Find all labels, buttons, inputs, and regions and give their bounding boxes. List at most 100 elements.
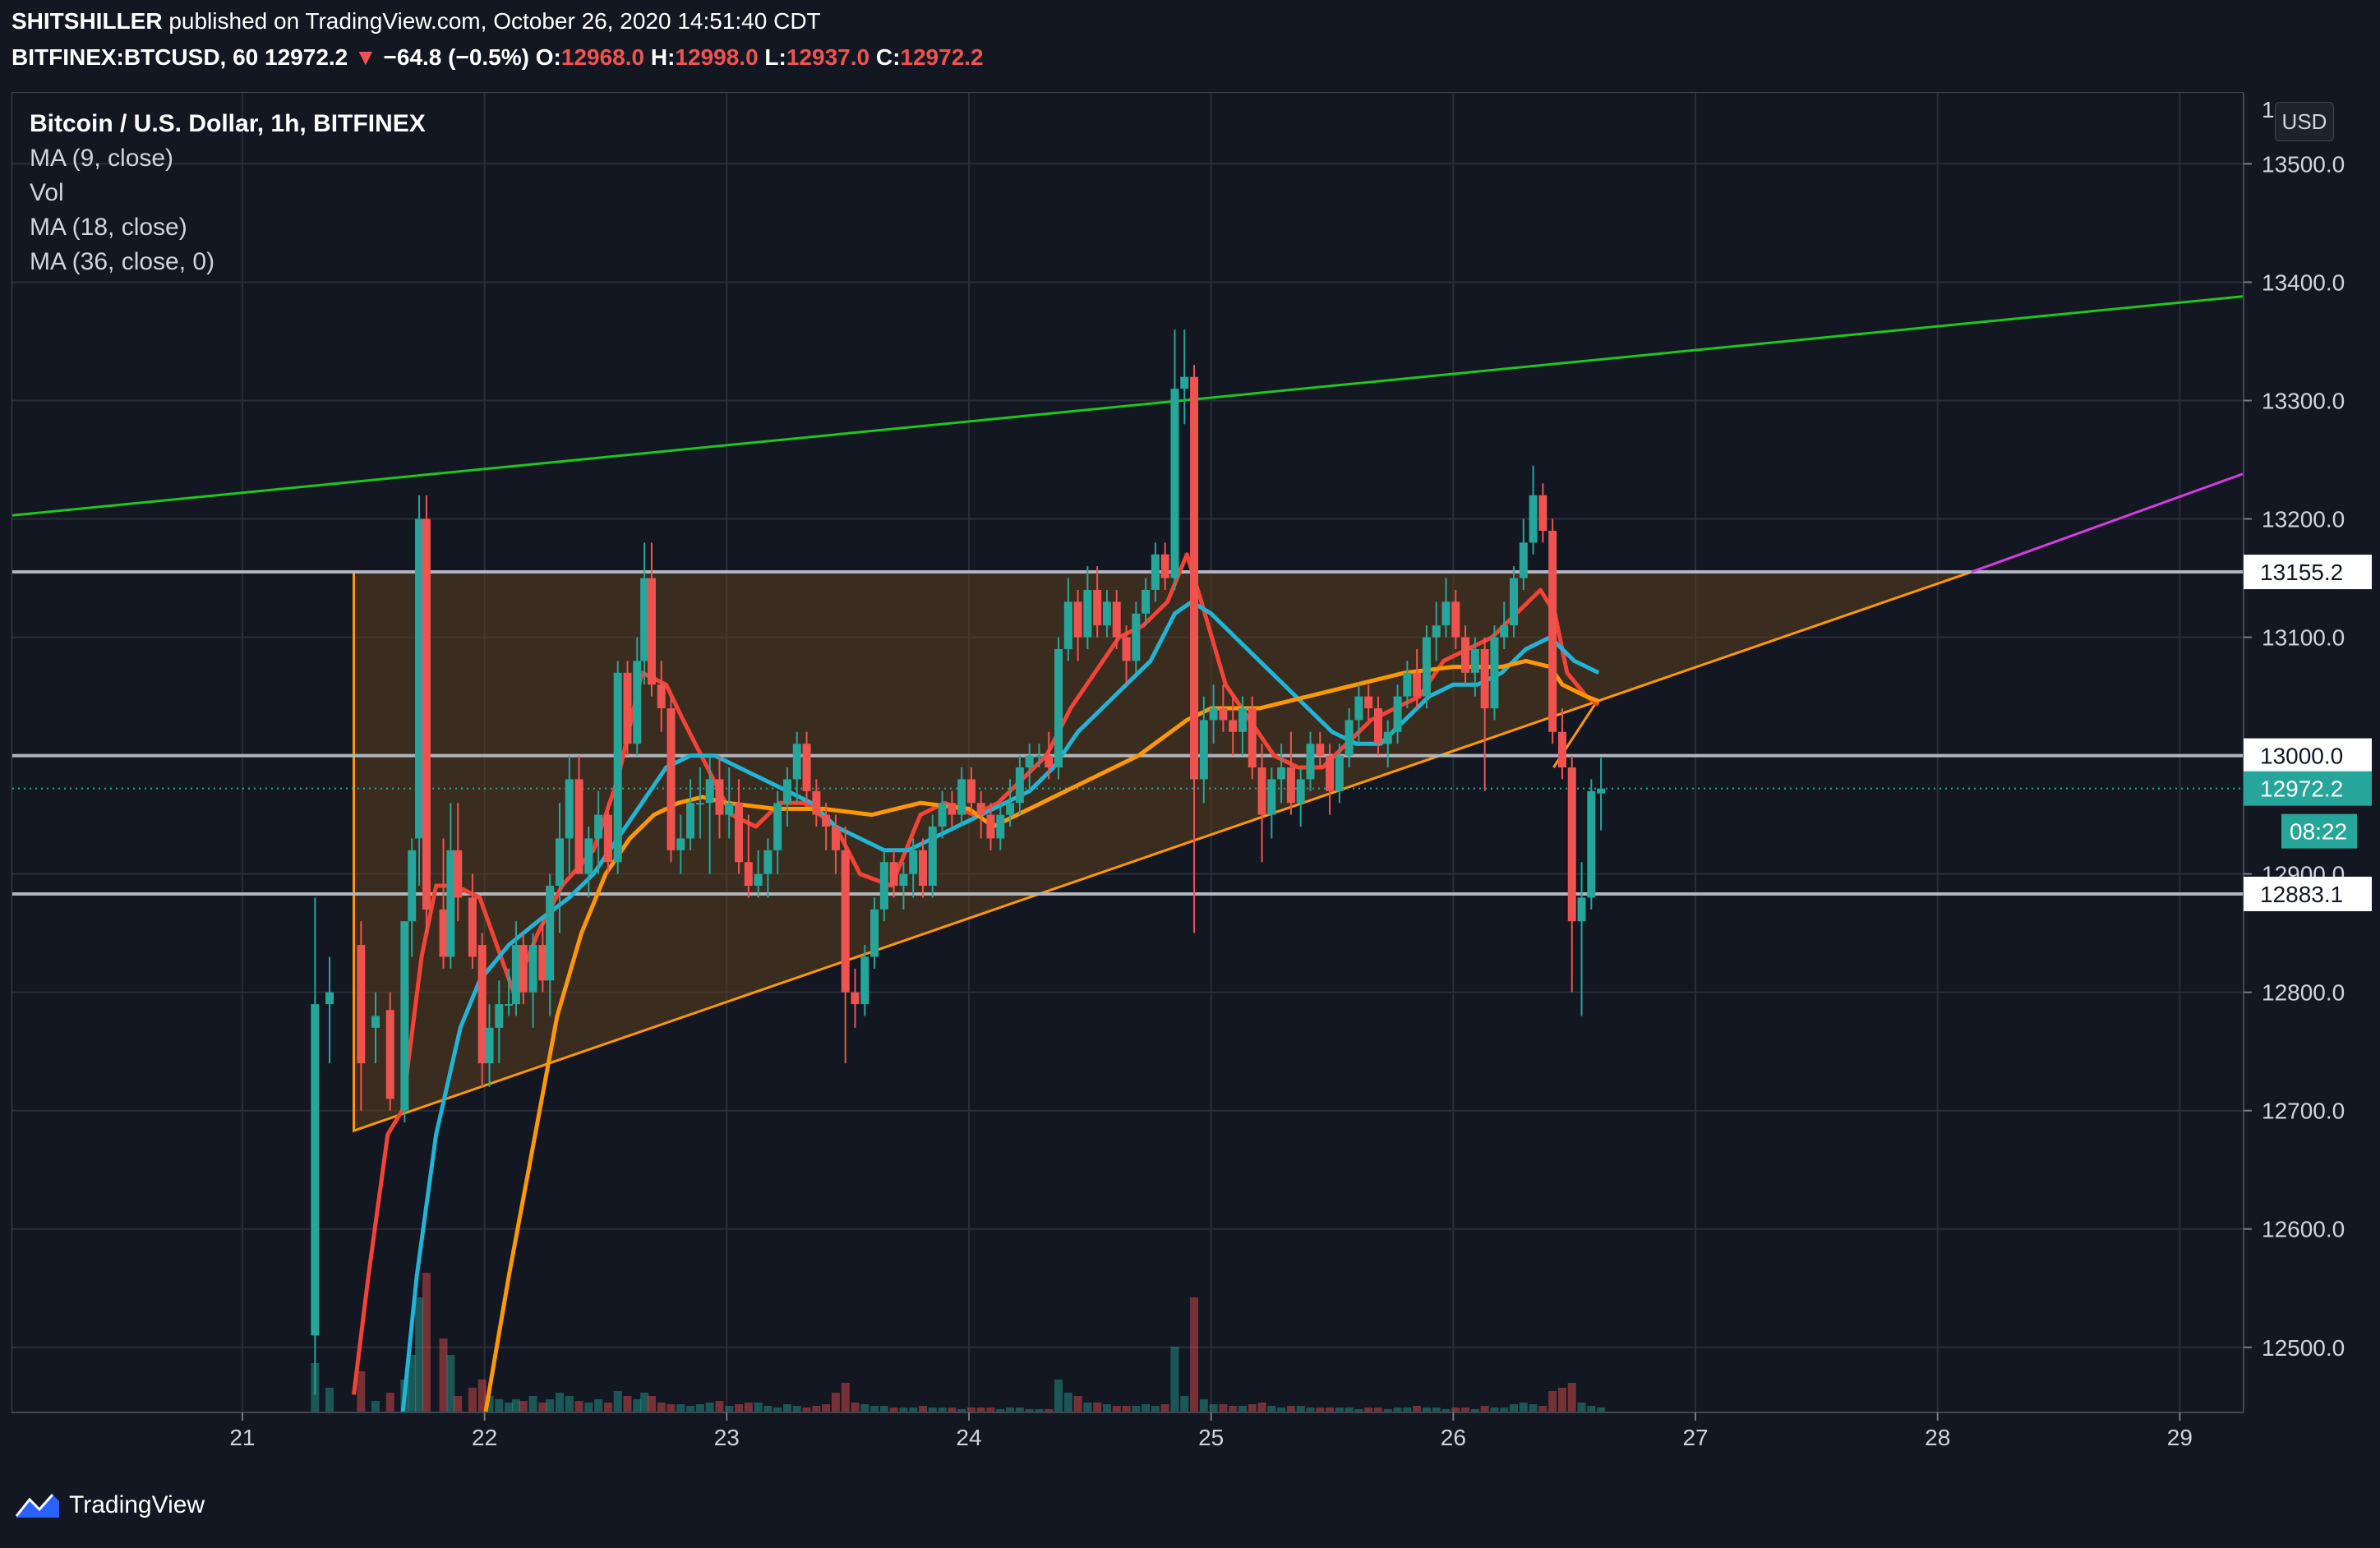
candle-body[interactable] [763, 850, 773, 874]
candle-body[interactable] [1267, 779, 1276, 815]
candle-body[interactable] [1519, 542, 1528, 578]
candle-body[interactable] [889, 862, 898, 887]
candle-body[interactable] [928, 827, 937, 887]
candle-body[interactable] [1112, 601, 1121, 638]
candle-body[interactable] [744, 862, 753, 887]
candle-body[interactable] [695, 803, 704, 805]
candle-body[interactable] [1510, 578, 1519, 626]
candle-body[interactable] [1587, 790, 1596, 898]
candle-body[interactable] [1413, 672, 1422, 697]
candle-body[interactable] [422, 518, 431, 910]
candle-body[interactable] [613, 672, 622, 863]
candle-body[interactable] [792, 744, 801, 780]
legend-ma9[interactable]: MA (9, close) [30, 145, 174, 172]
legend-ma36[interactable]: MA (36, close, 0) [30, 248, 215, 275]
candle-body[interactable] [633, 661, 642, 744]
candle-body[interactable] [584, 838, 593, 874]
candle-body[interactable] [1480, 648, 1489, 708]
candle-body[interactable] [1015, 767, 1024, 804]
upper-trendline[interactable] [12, 295, 2243, 517]
candle-body[interactable] [1345, 720, 1354, 756]
legend-vol[interactable]: Vol [30, 179, 64, 206]
candle-body[interactable] [1170, 389, 1179, 578]
candle-body[interactable] [528, 945, 537, 993]
candle-body[interactable] [976, 803, 985, 815]
candle-body[interactable] [1548, 530, 1557, 732]
candle-body[interactable] [822, 814, 831, 827]
candle-body[interactable] [408, 850, 417, 922]
candle-body[interactable] [841, 850, 850, 993]
candle-body[interactable] [1326, 755, 1335, 791]
candle-body[interactable] [1490, 637, 1499, 708]
candle-body[interactable] [439, 909, 448, 957]
candle-body[interactable] [594, 814, 603, 839]
candle-body[interactable] [860, 956, 869, 1005]
candle-body[interactable] [705, 779, 714, 804]
candle-body[interactable] [1393, 696, 1402, 732]
candle-body[interactable] [454, 850, 463, 898]
candle-body[interactable] [1538, 495, 1547, 531]
candle-body[interactable] [1073, 601, 1082, 638]
candle-body[interactable] [1025, 755, 1034, 768]
candle-body[interactable] [1373, 707, 1382, 744]
footer-brand[interactable]: TradingView [15, 1491, 205, 1519]
candle-body[interactable] [1219, 707, 1228, 721]
candle-body[interactable] [519, 945, 528, 993]
candle-body[interactable] [773, 803, 782, 850]
ascending-triangle-drawing[interactable] [352, 570, 1972, 1133]
candle-body[interactable] [485, 1027, 494, 1064]
candle-body[interactable] [686, 803, 695, 839]
candle-body[interactable] [1316, 744, 1325, 756]
candle-body[interactable] [1451, 601, 1460, 638]
candle-body[interactable] [1277, 767, 1286, 780]
candle-body[interactable] [1335, 755, 1344, 791]
candle-body[interactable] [468, 897, 477, 957]
candle-body[interactable] [831, 827, 840, 850]
candle-body[interactable] [1577, 897, 1586, 922]
candle-body[interactable] [957, 779, 966, 815]
candle-body[interactable] [1354, 696, 1363, 721]
candle-body[interactable] [812, 790, 821, 815]
candle-body[interactable] [511, 945, 520, 1005]
candle-body[interactable] [782, 779, 791, 804]
candle-body[interactable] [1461, 637, 1470, 673]
candle-body[interactable] [555, 838, 564, 887]
candle-body[interactable] [1122, 637, 1131, 661]
candle-body[interactable] [1045, 755, 1054, 768]
candle-body[interactable] [938, 803, 947, 827]
candle-body[interactable] [1432, 625, 1441, 638]
candle-body[interactable] [879, 862, 888, 910]
candle-body[interactable] [851, 992, 860, 1005]
candle-body[interactable] [495, 1004, 504, 1028]
candle-body[interactable] [400, 921, 409, 1111]
candle-body[interactable] [311, 1004, 320, 1336]
candle-body[interactable] [574, 779, 583, 874]
candle-body[interactable] [1035, 755, 1044, 758]
plot-area[interactable] [12, 295, 2243, 1418]
candle-body[interactable] [1470, 648, 1479, 673]
candle-body[interactable] [1257, 767, 1266, 815]
candle-body[interactable] [1199, 720, 1208, 780]
candle-body[interactable] [385, 1010, 394, 1099]
candle-body[interactable] [640, 578, 649, 661]
candle-body[interactable] [1151, 554, 1160, 590]
projection-line[interactable] [1971, 472, 2243, 574]
legend-title[interactable]: Bitcoin / U.S. Dollar, 1h, BITFINEX [30, 110, 426, 137]
candle-body[interactable] [1006, 803, 1015, 815]
candle-body[interactable] [1306, 744, 1315, 780]
candle-body[interactable] [1441, 601, 1451, 626]
candle-body[interactable] [966, 779, 976, 804]
candle-body[interactable] [546, 886, 555, 981]
candle-body[interactable] [1567, 767, 1576, 922]
candle-body[interactable] [735, 803, 744, 863]
candle-body[interactable] [1083, 589, 1092, 638]
candle-body[interactable] [666, 707, 676, 850]
candle-body[interactable] [565, 779, 574, 839]
candle-body[interactable] [1500, 625, 1509, 638]
candle-body[interactable] [1296, 779, 1305, 804]
candle-body[interactable] [1102, 601, 1111, 626]
candle-body[interactable] [603, 814, 612, 863]
candle-body[interactable] [1142, 589, 1151, 614]
candle-body[interactable] [623, 672, 632, 744]
